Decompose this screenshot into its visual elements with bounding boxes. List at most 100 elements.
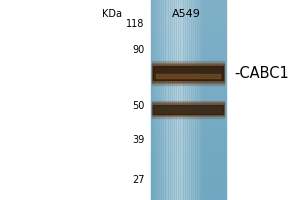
- Bar: [151, 190, 226, 192]
- Bar: [151, 116, 226, 118]
- Bar: [151, 102, 226, 104]
- Bar: [214, 0, 216, 200]
- Bar: [151, 16, 226, 18]
- Text: -CABC1: -CABC1: [234, 66, 289, 80]
- Bar: [151, 92, 226, 94]
- Bar: [182, 0, 184, 200]
- Bar: [224, 0, 226, 200]
- Bar: [160, 0, 162, 200]
- Bar: [151, 24, 226, 26]
- Text: 27: 27: [132, 175, 145, 185]
- Bar: [151, 74, 226, 76]
- Bar: [151, 188, 226, 190]
- Bar: [171, 0, 173, 200]
- Bar: [151, 94, 226, 96]
- Bar: [175, 0, 177, 200]
- Bar: [207, 0, 209, 200]
- Bar: [152, 63, 224, 83]
- Bar: [151, 156, 226, 158]
- Bar: [151, 20, 226, 22]
- Bar: [151, 48, 226, 50]
- Text: 118: 118: [126, 19, 145, 29]
- Bar: [166, 0, 167, 200]
- Bar: [190, 0, 192, 200]
- Bar: [156, 74, 220, 78]
- Bar: [197, 0, 200, 200]
- Bar: [151, 114, 226, 116]
- Bar: [152, 61, 224, 85]
- Bar: [205, 0, 207, 200]
- Bar: [167, 0, 169, 200]
- Bar: [151, 68, 226, 70]
- Bar: [151, 80, 226, 82]
- Bar: [151, 4, 226, 6]
- Bar: [151, 96, 226, 98]
- Bar: [151, 42, 226, 44]
- Bar: [151, 10, 226, 12]
- Bar: [151, 126, 226, 128]
- Bar: [213, 0, 214, 200]
- Bar: [151, 172, 226, 174]
- Bar: [151, 60, 226, 62]
- Bar: [152, 64, 224, 82]
- Bar: [151, 22, 226, 24]
- Bar: [152, 103, 224, 115]
- Bar: [151, 34, 226, 36]
- Bar: [151, 18, 226, 20]
- Bar: [188, 0, 190, 200]
- Bar: [151, 142, 226, 144]
- Bar: [151, 6, 226, 8]
- Bar: [220, 0, 222, 200]
- Bar: [216, 0, 218, 200]
- Bar: [203, 0, 205, 200]
- Bar: [151, 36, 226, 38]
- Bar: [151, 154, 226, 156]
- Bar: [151, 112, 226, 114]
- Bar: [151, 104, 226, 106]
- Bar: [151, 72, 226, 74]
- Bar: [151, 28, 226, 30]
- Bar: [151, 174, 226, 176]
- Bar: [151, 108, 226, 110]
- Bar: [151, 84, 226, 86]
- Bar: [151, 128, 226, 130]
- Bar: [151, 150, 226, 152]
- Bar: [151, 134, 226, 136]
- Bar: [151, 12, 226, 14]
- Text: 50: 50: [132, 101, 145, 111]
- Bar: [151, 0, 152, 200]
- Bar: [152, 0, 154, 200]
- Bar: [158, 0, 160, 200]
- Bar: [151, 110, 226, 112]
- Bar: [151, 152, 226, 154]
- Bar: [151, 26, 226, 28]
- Bar: [151, 122, 226, 124]
- Bar: [211, 0, 213, 200]
- Bar: [151, 130, 226, 132]
- Bar: [151, 146, 226, 148]
- Bar: [152, 100, 224, 117]
- Bar: [151, 64, 226, 66]
- Bar: [151, 136, 226, 138]
- Bar: [177, 0, 179, 200]
- Text: A549: A549: [172, 9, 201, 19]
- Bar: [151, 30, 226, 32]
- Bar: [151, 50, 226, 52]
- Bar: [151, 8, 226, 10]
- Bar: [151, 56, 226, 58]
- Bar: [151, 168, 226, 170]
- Bar: [151, 176, 226, 178]
- Bar: [151, 120, 226, 122]
- Bar: [192, 0, 194, 200]
- Bar: [151, 164, 226, 166]
- Bar: [156, 0, 158, 200]
- Bar: [151, 2, 226, 4]
- Bar: [151, 38, 226, 40]
- Bar: [164, 0, 166, 200]
- Bar: [151, 144, 226, 146]
- Bar: [151, 76, 226, 78]
- Bar: [151, 140, 226, 142]
- Text: KDa: KDa: [102, 9, 122, 19]
- Bar: [151, 192, 226, 194]
- Bar: [151, 118, 226, 120]
